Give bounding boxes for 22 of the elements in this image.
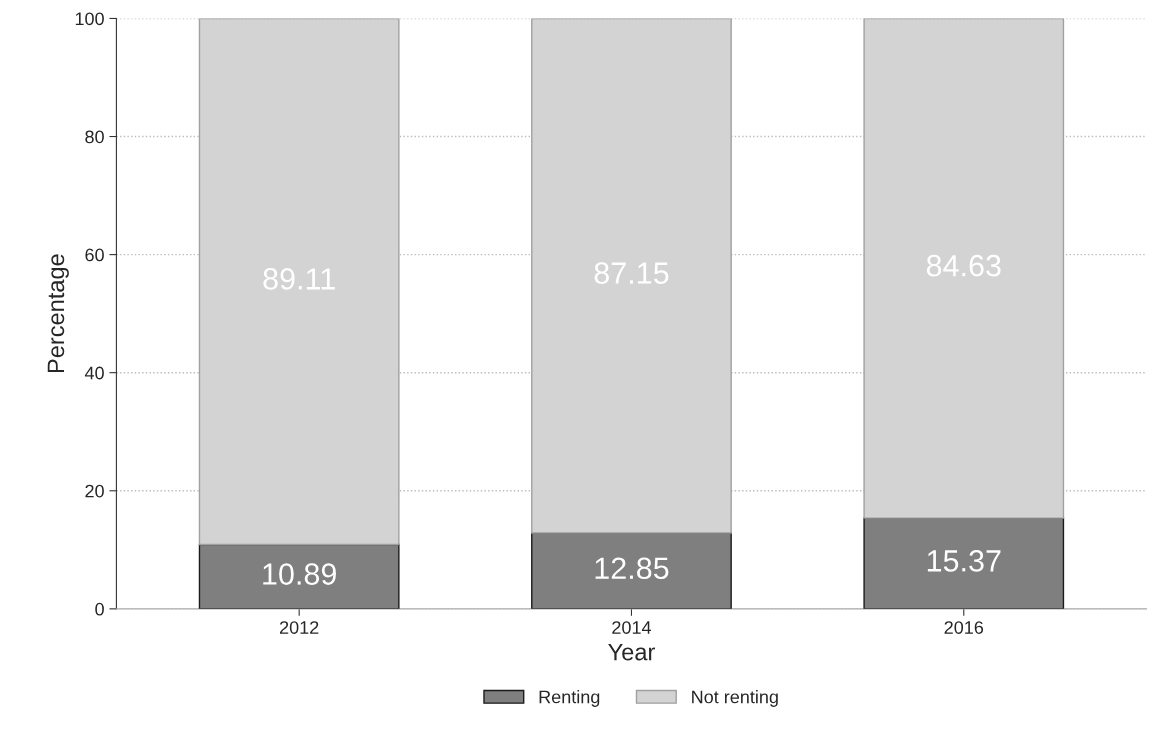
y-tick-label: 20 [85, 484, 104, 498]
y-tick-label: 80 [85, 130, 104, 144]
bar [198, 18, 400, 546]
bar [531, 18, 732, 534]
y-tick-label: 40 [84, 366, 104, 380]
x-tick-label: 2014 [612, 621, 652, 634]
bar [198, 543, 400, 609]
y-tick-label: 100 [75, 12, 104, 26]
data-label: 12.85 [595, 557, 669, 580]
data-label: 15.37 [927, 550, 1001, 572]
x-tick-label: 2016 [944, 621, 984, 634]
bar [531, 532, 732, 609]
bar [863, 517, 1065, 609]
legend-label: Not renting [692, 690, 778, 707]
bar [863, 18, 1065, 519]
data-label: 10.89 [263, 563, 336, 585]
y-axis-title: Percentage [47, 254, 69, 373]
y-tick-label: 60 [85, 248, 104, 262]
x-tick-label: 2012 [279, 621, 319, 634]
x-axis-title: Year [608, 643, 655, 661]
legend-label: Renting [539, 690, 600, 707]
y-tick-label: 0 [95, 602, 104, 616]
